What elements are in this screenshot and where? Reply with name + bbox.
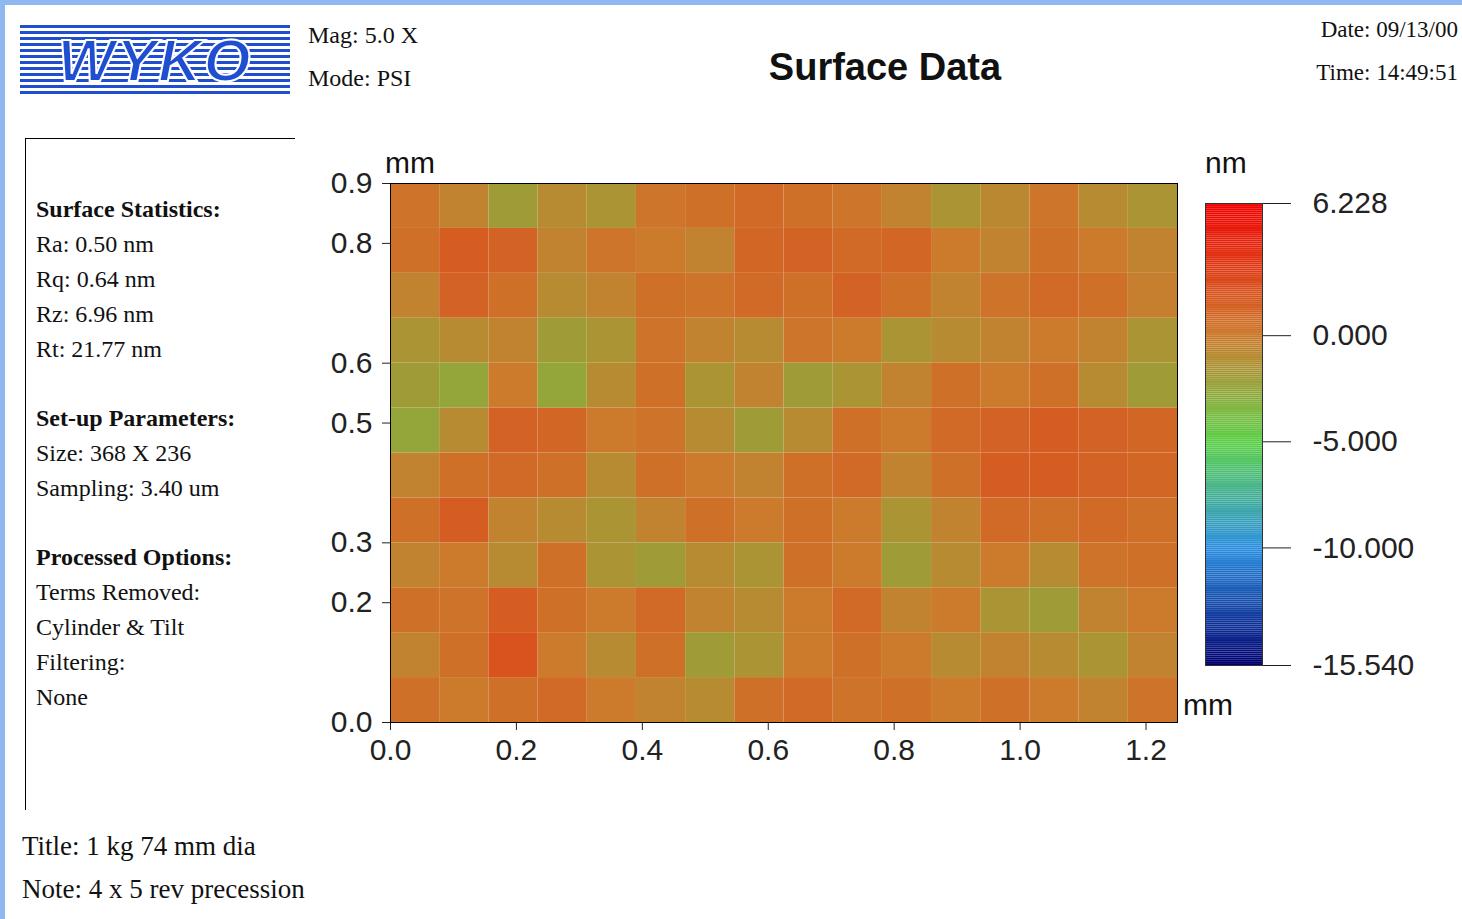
html-text:Filtering:: Filtering: xyxy=(36,649,126,675)
html-text:mm: mm xyxy=(1183,688,1233,721)
svg-text:0.6: 0.6 xyxy=(331,346,373,379)
svg-text:-10.000: -10.000 xyxy=(1313,531,1415,564)
svg-text:0.9: 0.9 xyxy=(331,166,373,199)
svg-text:0.2: 0.2 xyxy=(331,585,373,618)
svg-text:0.4: 0.4 xyxy=(621,733,663,766)
html-text:Rt: 21.77 nm: Rt: 21.77 nm xyxy=(36,336,162,362)
svg-text:1.0: 1.0 xyxy=(999,733,1041,766)
html-text:Surface Data: Surface Data xyxy=(768,46,1002,88)
svg-text:0.8: 0.8 xyxy=(331,226,373,259)
html-text:Rq: 0.64 nm: Rq: 0.64 nm xyxy=(36,266,156,292)
svg-text:0.2: 0.2 xyxy=(496,733,538,766)
svg-text:0.8: 0.8 xyxy=(873,733,915,766)
html-text:mm: mm xyxy=(385,146,435,179)
svg-text:-5.000: -5.000 xyxy=(1313,424,1398,457)
svg-text:0.6: 0.6 xyxy=(747,733,789,766)
svg-text:1.2: 1.2 xyxy=(1125,733,1167,766)
html-text:WYKO: WYKO xyxy=(57,27,253,94)
html-text:Ra: 0.50 nm: Ra: 0.50 nm xyxy=(36,231,154,257)
html-text:Time: 14:49:51: Time: 14:49:51 xyxy=(1316,60,1458,85)
html-text:Set-up Parameters:: Set-up Parameters: xyxy=(36,405,236,431)
svg-text:-15.540: -15.540 xyxy=(1313,648,1415,681)
html-text:nm: nm xyxy=(1205,146,1247,179)
svg-text:6.228: 6.228 xyxy=(1313,186,1388,219)
html-text:Cylinder & Tilt: Cylinder & Tilt xyxy=(36,614,184,640)
html-text:Processed Options:: Processed Options: xyxy=(36,544,233,570)
html-text:Mag: 5.0 X: Mag: 5.0 X xyxy=(308,22,418,48)
html-text:Terms Removed:: Terms Removed: xyxy=(36,579,201,605)
html-text:Date: 09/13/00: Date: 09/13/00 xyxy=(1320,17,1458,42)
svg-text:0.0: 0.0 xyxy=(370,733,412,766)
html-text:Surface Statistics:: Surface Statistics: xyxy=(36,196,221,222)
svg-text:0.3: 0.3 xyxy=(331,525,373,558)
html-text:Mode: PSI: Mode: PSI xyxy=(308,65,412,91)
svg-text:0.000: 0.000 xyxy=(1313,318,1388,351)
html-text:Rz: 6.96 nm: Rz: 6.96 nm xyxy=(36,301,154,327)
html-text:Size: 368 X 236: Size: 368 X 236 xyxy=(36,440,192,466)
html-text:None: None xyxy=(36,684,88,710)
svg-text:0.5: 0.5 xyxy=(331,406,373,439)
html-text:Title: 1 kg 74 mm dia: Title: 1 kg 74 mm dia xyxy=(22,831,256,861)
html-text:Note: 4 x 5 rev precession: Note: 4 x 5 rev precession xyxy=(22,874,305,904)
svg-text:0.0: 0.0 xyxy=(331,705,373,738)
html-text:Sampling: 3.40 um: Sampling: 3.40 um xyxy=(36,475,220,501)
